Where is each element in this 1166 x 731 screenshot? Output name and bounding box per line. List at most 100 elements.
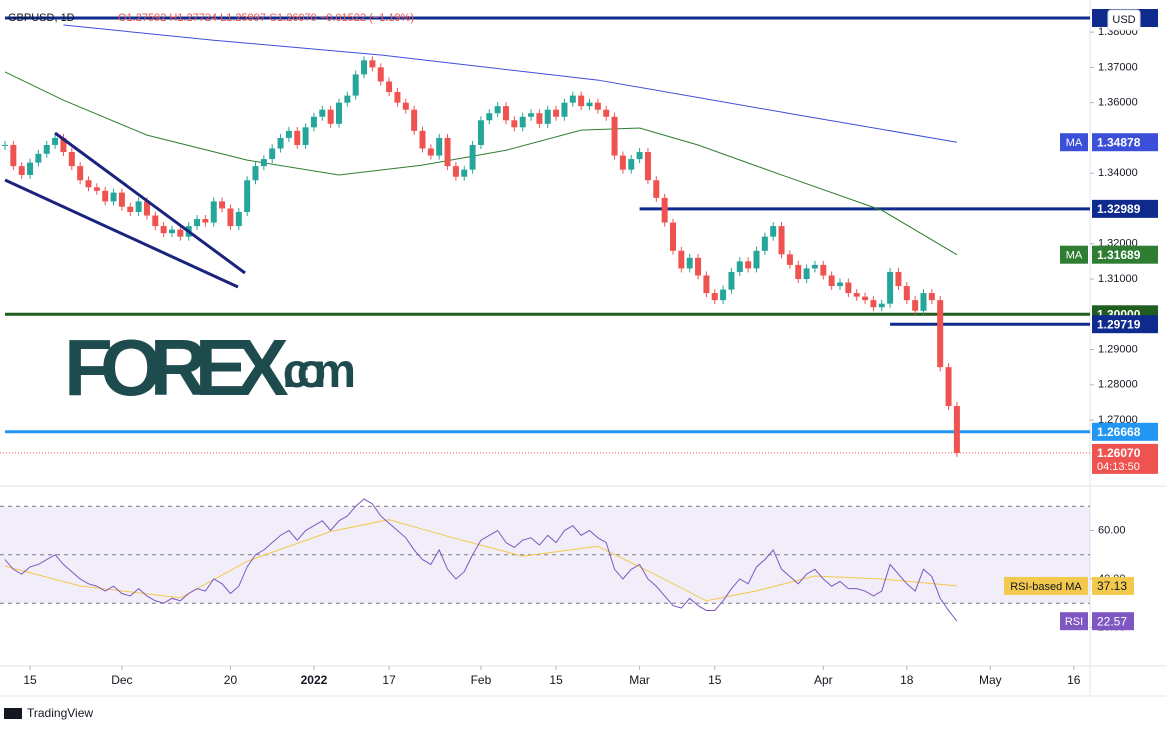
x-tick-label: 15: [549, 673, 563, 687]
footer-brand: TradingView: [27, 706, 93, 720]
x-tick-label: Dec: [111, 673, 132, 687]
x-tick-label: Mar: [629, 673, 650, 687]
ma-tag: MA 1.34878: [1060, 133, 1158, 152]
candle: [912, 300, 919, 311]
candle: [344, 95, 351, 103]
wedge-line: [4, 178, 239, 289]
x-tick-label: 15: [23, 673, 37, 687]
candle: [945, 367, 952, 406]
candle: [720, 289, 727, 301]
candle: [336, 102, 342, 124]
candle: [43, 144, 50, 154]
candle: [169, 229, 175, 234]
ma-tag-name-box: [1060, 133, 1088, 152]
last-price-box: [1092, 443, 1158, 474]
candle: [870, 300, 877, 308]
level-tag-box: [1092, 315, 1158, 334]
candle: [160, 226, 167, 234]
candle: [386, 81, 393, 93]
ma-tag-name-box: [1060, 245, 1088, 264]
candle: [352, 74, 359, 96]
candle: [294, 130, 301, 145]
y-tick-label: 1.29000: [1098, 343, 1138, 355]
candle: [895, 271, 902, 287]
candle: [887, 271, 894, 304]
price-pane: 1.380001.370001.360001.340001.320001.310…: [0, 8, 1158, 474]
candle: [152, 215, 159, 227]
level-tag-text: 1.32989: [1097, 202, 1141, 216]
candle: [853, 293, 860, 297]
candle: [27, 162, 34, 175]
candle: [327, 109, 334, 124]
candle: [862, 296, 869, 301]
candle: [803, 268, 810, 280]
rsi-ma-name: RSI-based MA: [1010, 581, 1082, 593]
rsi-name-box: [1060, 612, 1088, 631]
candle: [728, 271, 735, 290]
x-tick-label: 16: [1067, 673, 1081, 687]
candle: [60, 137, 67, 153]
rsi-value: 22.57: [1097, 614, 1127, 628]
level-tag-box: [1092, 422, 1158, 441]
candle: [227, 208, 234, 227]
candle: [745, 261, 752, 269]
candle: [695, 257, 702, 276]
candle: [310, 116, 317, 128]
ma-tag-value: 1.31689: [1097, 248, 1141, 262]
candle: [711, 293, 718, 301]
candle: [419, 130, 426, 149]
candle: [361, 60, 368, 75]
candle: [35, 153, 42, 163]
candle: [778, 226, 785, 255]
candle: [369, 60, 376, 68]
candle: [770, 226, 777, 237]
x-tick-label: 17: [382, 673, 396, 687]
candle: [594, 102, 601, 110]
candle: [110, 192, 117, 202]
candle: [953, 405, 960, 453]
candle: [928, 293, 935, 301]
candle: [302, 127, 309, 145]
candle: [285, 130, 292, 138]
candle: [736, 261, 743, 272]
candle: [235, 211, 242, 227]
candle: [194, 219, 201, 227]
rsi-tick-label: 60.00: [1098, 524, 1126, 536]
candle: [135, 201, 142, 212]
ohlc-text: O1.27592 H1.27724 L1.25997 C1.26070 −0.0…: [118, 12, 414, 24]
candle: [127, 206, 134, 212]
candle: [544, 109, 551, 124]
candle: [93, 187, 100, 191]
candle: [611, 116, 618, 156]
logo-brand: FOREX: [64, 323, 289, 412]
candle: [52, 137, 59, 145]
candle: [411, 109, 418, 131]
candle: [661, 197, 668, 223]
candle: [402, 102, 409, 110]
rsi-ma-value: 37.13: [1097, 579, 1127, 593]
level-tag-text: 1.29719: [1097, 317, 1141, 331]
candle: [252, 166, 259, 181]
candle: [486, 113, 493, 121]
level-tag: 1.26668: [1092, 422, 1158, 441]
logo-suffix: .com: [282, 345, 356, 398]
currency-label: USD: [1112, 14, 1135, 26]
x-tick-label: Apr: [814, 673, 833, 687]
candle: [753, 250, 760, 269]
candle: [177, 229, 184, 237]
candle: [511, 120, 518, 128]
x-tick-label: 18: [900, 673, 914, 687]
currency-button[interactable]: [1107, 9, 1141, 31]
level-tag-box: [1092, 199, 1158, 218]
x-tick-label: Feb: [471, 673, 492, 687]
y-tick-label: 1.34000: [1098, 167, 1138, 179]
x-tick-label: 20: [224, 673, 238, 687]
candle: [244, 180, 251, 212]
candle: [219, 201, 226, 209]
level-tag: 1.32989: [1092, 199, 1158, 218]
rsi-value-box: [1092, 612, 1134, 631]
candle: [85, 180, 92, 188]
candle: [795, 264, 802, 280]
candle: [377, 67, 384, 82]
candle: [837, 282, 843, 287]
